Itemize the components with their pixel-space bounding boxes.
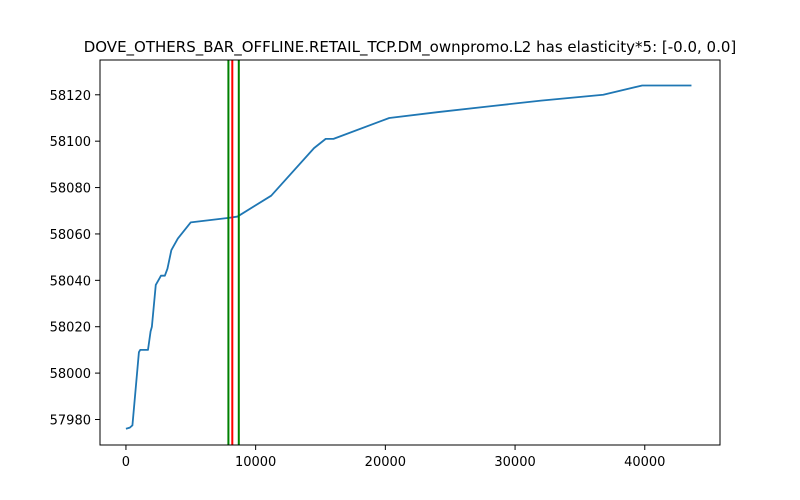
plot-area xyxy=(125,60,692,445)
y-tick-label: 58080 xyxy=(50,182,91,197)
x-tick-label: 20000 xyxy=(365,455,406,470)
y-tick-label: 57980 xyxy=(50,413,91,428)
axes: 0 10000 20000 30000 40000 57980 58000 58020 5804… xyxy=(50,59,721,470)
x-tick-label: 40000 xyxy=(624,455,665,470)
x-tick-label: 10000 xyxy=(235,455,276,470)
x-tick-label: 0 xyxy=(122,455,130,470)
axes-frame xyxy=(99,59,721,446)
chart-title: DOVE_OTHERS_BAR_OFFLINE.RETAIL_TCP.DM_ow… xyxy=(84,38,737,57)
y-tick-label: 58100 xyxy=(50,135,91,150)
series-line-0 xyxy=(125,84,692,430)
y-tick-label: 58060 xyxy=(50,228,91,243)
y-tick-label: 58040 xyxy=(50,274,91,289)
y-tick-label: 58120 xyxy=(50,89,91,104)
x-tick-label: 30000 xyxy=(494,455,535,470)
y-tick-label: 58000 xyxy=(50,367,91,382)
y-tick-label: 58020 xyxy=(50,321,91,336)
